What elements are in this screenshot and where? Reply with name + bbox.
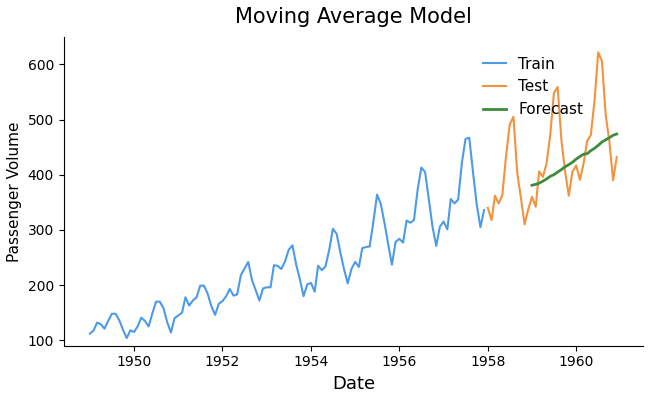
Y-axis label: Passenger Volume: Passenger Volume [7, 121, 22, 262]
Line: Train: Train [90, 138, 484, 338]
Legend: Train, Test, Forecast: Train, Test, Forecast [477, 51, 589, 123]
Line: Forecast: Forecast [532, 134, 617, 185]
X-axis label: Date: Date [332, 375, 375, 393]
Title: Moving Average Model: Moving Average Model [235, 7, 472, 27]
Line: Test: Test [488, 52, 617, 224]
